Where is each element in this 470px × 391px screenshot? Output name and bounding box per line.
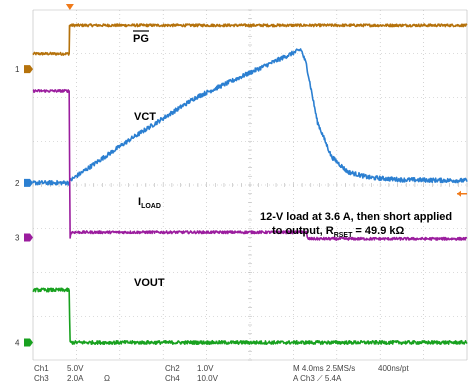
scope-readout: Ch1 5.0V Ch3 2.0A Ω Ch2 1.0V Ch4 10.0V M… [34, 364, 409, 383]
graticule [32, 9, 468, 361]
channel-marker-number: 1 [15, 65, 20, 74]
channel-marker-arrow [24, 178, 33, 187]
channel-2-marker: 2 [15, 178, 33, 188]
ch2-name: Ch2 [165, 364, 180, 373]
trigger-setting: A Ch3 ⟋ 5.4A [293, 374, 342, 383]
signal-labels: PG VCT ILOAD VOUT 12-V load at 3.6 A, th… [133, 30, 452, 289]
trigger-position-marker [65, 4, 74, 10]
channel-marker-number: 4 [15, 339, 20, 348]
channel-3-marker: 3 [15, 233, 33, 243]
pg-label: PG [133, 33, 149, 45]
timebase: M 4.0ms 2.5MS/s [293, 364, 355, 373]
vout-label: VOUT [134, 277, 165, 289]
channel-markers: 1 2 3 4 [15, 65, 33, 348]
trigger-level-arrow [457, 190, 467, 197]
ch2-scale: 1.0V [197, 364, 214, 373]
trace-iload [32, 88, 468, 241]
ch4-scale: 10.0V [197, 374, 219, 383]
ch3-name: Ch3 [34, 374, 49, 383]
trace-vout [32, 287, 468, 346]
trigger-level-head [457, 190, 461, 197]
channel-4-marker: 4 [15, 338, 33, 348]
trace-pg [32, 23, 468, 56]
ch1-scale: 5.0V [67, 364, 84, 373]
channel-marker-arrow [24, 65, 33, 74]
channel-marker-arrow [24, 233, 33, 242]
iload-label: ILOAD [138, 196, 161, 210]
ch3-impedance-icon: Ω [104, 374, 110, 383]
ch4-name: Ch4 [165, 374, 180, 383]
channel-1-marker: 1 [15, 65, 33, 74]
ch1-name: Ch1 [34, 364, 49, 373]
annotation-line-1: 12-V load at 3.6 A, then short applied [260, 211, 452, 223]
vct-label: VCT [134, 111, 156, 123]
ch3-scale: 2.0A [67, 374, 84, 383]
channel-marker-number: 2 [15, 179, 20, 188]
channel-marker-number: 3 [15, 234, 20, 243]
trace-vct [32, 48, 468, 186]
annotation-line-2: to output, RRSET = 49.9 kΩ [272, 225, 404, 239]
record-length: 400ns/pt [378, 364, 409, 373]
waveform-traces [32, 23, 468, 346]
channel-marker-arrow [24, 338, 33, 347]
